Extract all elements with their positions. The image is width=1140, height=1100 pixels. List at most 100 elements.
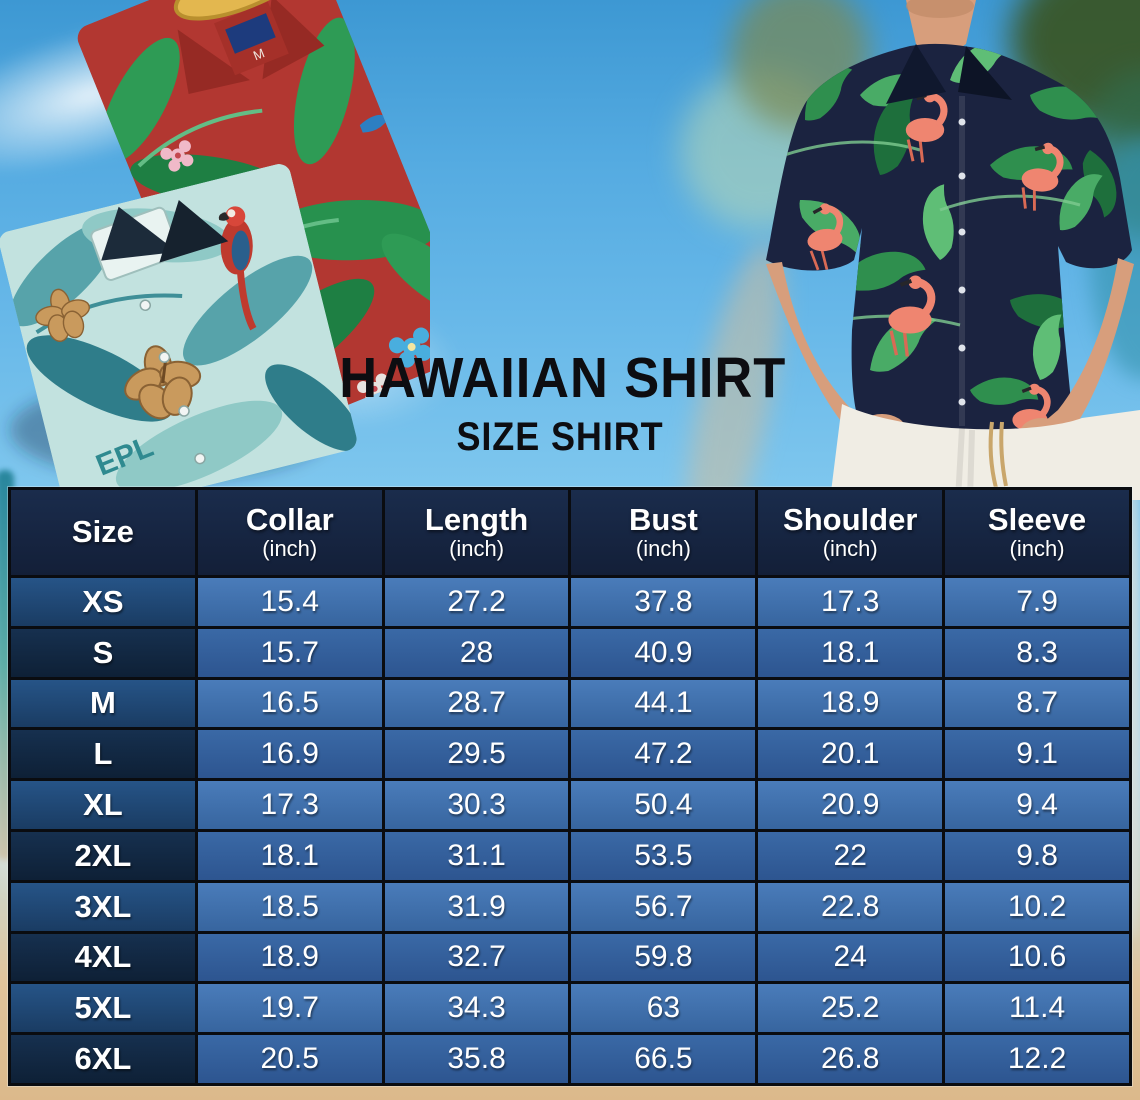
value-cell: 9.1 <box>945 730 1129 779</box>
column-header-bust: Bust (inch) <box>571 490 759 575</box>
column-label: Bust <box>628 502 698 538</box>
value-cell: 66.5 <box>571 1035 759 1083</box>
value-cell: 16.9 <box>197 730 385 779</box>
value-cell: 22 <box>758 831 946 880</box>
value-cell: 35.8 <box>384 1035 572 1083</box>
table-row-m: M 16.5 28.7 44.1 18.9 8.7 <box>11 676 1129 728</box>
column-header-size: Size <box>11 490 198 575</box>
size-cell: 4XL <box>11 933 198 982</box>
value-cell: 15.7 <box>197 628 385 677</box>
column-header-collar: Collar (inch) <box>197 490 385 575</box>
value-cell: 29.5 <box>384 730 572 779</box>
size-cell: 5XL <box>11 984 198 1033</box>
value-cell: 59.8 <box>571 933 759 982</box>
value-cell: 63 <box>571 984 759 1033</box>
size-cell: XL <box>11 781 198 829</box>
value-cell: 26.8 <box>758 1035 946 1083</box>
value-cell: 25.2 <box>758 984 946 1033</box>
value-cell: 20.5 <box>197 1035 385 1083</box>
value-cell: 28.7 <box>384 679 572 728</box>
value-cell: 56.7 <box>571 882 759 931</box>
folded-shirts-photo: M <box>0 0 430 500</box>
value-cell: 50.4 <box>571 781 759 829</box>
model-wearing-shirt-photo <box>766 0 1140 500</box>
column-label: Shoulder <box>783 502 918 538</box>
column-header-length: Length (inch) <box>384 490 572 575</box>
table-row-xl: XL 17.3 30.3 50.4 20.9 9.4 <box>11 778 1129 829</box>
value-cell: 47.2 <box>571 730 759 779</box>
value-cell: 9.4 <box>945 781 1129 829</box>
size-cell: S <box>11 628 198 677</box>
value-cell: 8.7 <box>945 679 1129 728</box>
value-cell: 17.3 <box>758 578 946 626</box>
value-cell: 37.8 <box>571 578 759 626</box>
value-cell: 15.4 <box>197 578 385 626</box>
value-cell: 18.9 <box>758 679 946 728</box>
white-pants <box>830 404 1140 500</box>
table-header-row: Size Collar (inch) Length (inch) Bust (i… <box>11 490 1129 575</box>
column-label: Length <box>424 502 529 538</box>
column-sub: (inch) <box>635 535 691 561</box>
value-cell: 18.9 <box>197 933 385 982</box>
value-cell: 40.9 <box>571 628 759 677</box>
table-row-2xl: 2XL 18.1 31.1 53.5 22 9.8 <box>11 828 1129 880</box>
size-cell: XS <box>11 578 198 626</box>
column-header-shoulder: Shoulder (inch) <box>758 490 946 575</box>
value-cell: 30.3 <box>384 781 572 829</box>
column-label: Collar <box>245 502 334 538</box>
column-header-sleeve: Sleeve (inch) <box>945 490 1129 575</box>
value-cell: 18.1 <box>197 831 385 880</box>
value-cell: 20.1 <box>758 730 946 779</box>
value-cell: 27.2 <box>384 578 572 626</box>
column-sub: (inch) <box>822 535 878 561</box>
table-row-4xl: 4XL 18.9 32.7 59.8 24 10.6 <box>11 930 1129 982</box>
column-sub: (inch) <box>449 535 505 561</box>
value-cell: 20.9 <box>758 781 946 829</box>
value-cell: 7.9 <box>945 578 1129 626</box>
value-cell: 31.9 <box>384 882 572 931</box>
red-shirt-size-tag: M <box>251 45 267 63</box>
table-row-s: S 15.7 28 40.9 18.1 8.3 <box>11 625 1129 677</box>
value-cell: 32.7 <box>384 933 572 982</box>
value-cell: 34.3 <box>384 984 572 1033</box>
title-block: HAWAIIAN SHIRT SIZE SHIRT <box>320 350 800 460</box>
size-cell: 3XL <box>11 882 198 931</box>
value-cell: 53.5 <box>571 831 759 880</box>
teal-hawaiian-shirt: EPL <box>0 161 360 500</box>
value-cell: 18.1 <box>758 628 946 677</box>
size-cell: L <box>11 730 198 779</box>
value-cell: 18.5 <box>197 882 385 931</box>
value-cell: 24 <box>758 933 946 982</box>
value-cell: 9.8 <box>945 831 1129 880</box>
value-cell: 10.6 <box>945 933 1129 982</box>
table-row-3xl: 3XL 18.5 31.9 56.7 22.8 10.2 <box>11 879 1129 931</box>
table-row-l: L 16.9 29.5 47.2 20.1 9.1 <box>11 727 1129 779</box>
value-cell: 17.3 <box>197 781 385 829</box>
size-chart-body: XS 15.4 27.2 37.8 17.3 7.9 S 15.7 28 40.9 18.1 8.3 M… <box>11 575 1129 1083</box>
table-row-5xl: 5XL 19.7 34.3 63 25.2 11.4 <box>11 981 1129 1033</box>
parrot-print <box>218 206 257 331</box>
column-label: Size <box>71 514 134 550</box>
value-cell: 22.8 <box>758 882 946 931</box>
value-cell: 31.1 <box>384 831 572 880</box>
column-label: Sleeve <box>987 502 1087 538</box>
value-cell: 11.4 <box>945 984 1129 1033</box>
column-sub: (inch) <box>262 535 318 561</box>
size-cell: 6XL <box>11 1035 198 1083</box>
value-cell: 19.7 <box>197 984 385 1033</box>
value-cell: 8.3 <box>945 628 1129 677</box>
value-cell: 28 <box>384 628 572 677</box>
table-row-6xl: 6XL 20.5 35.8 66.5 26.8 12.2 <box>11 1032 1129 1083</box>
page-subtitle: SIZE SHIRT <box>456 415 664 459</box>
value-cell: 44.1 <box>571 679 759 728</box>
value-cell: 10.2 <box>945 882 1129 931</box>
size-chart-table: Size Collar (inch) Length (inch) Bust (i… <box>8 487 1132 1086</box>
size-cell: M <box>11 679 198 728</box>
table-row-xs: XS 15.4 27.2 37.8 17.3 7.9 <box>11 575 1129 626</box>
size-cell: 2XL <box>11 831 198 880</box>
value-cell: 12.2 <box>945 1035 1129 1083</box>
value-cell: 16.5 <box>197 679 385 728</box>
page-title: HAWAIIAN SHIRT <box>339 346 787 410</box>
column-sub: (inch) <box>1009 535 1065 561</box>
